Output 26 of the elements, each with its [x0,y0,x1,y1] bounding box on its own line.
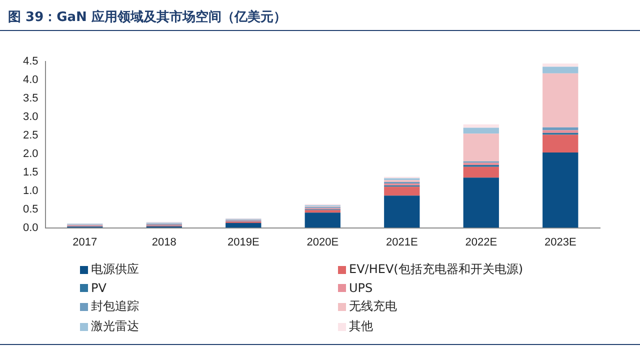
x-tick-label: 2017 [72,236,98,248]
y-tick-label: 3.5 [22,92,38,105]
y-tick-label: 0.0 [22,222,38,234]
legend-label: 无线充电 [349,298,397,315]
chart-title: 图 39：GaN 应用领域及其市场空间（亿美元） [8,8,286,26]
legend-label: UPS [349,281,373,295]
x-tick-label: 2020E [306,236,339,248]
y-tick-label: 4.5 [22,56,38,68]
legend-label: 封包追踪 [91,298,139,315]
x-tick-label: 2022E [465,236,498,248]
legend-label: PV [91,281,106,295]
y-tick-label: 1.5 [22,166,38,178]
legend-label: 激光雷达 [91,318,139,335]
y-tick-label: 3.0 [22,111,38,124]
x-tick-label: 2023E [544,236,576,248]
x-tick-label: 2019E [227,236,260,248]
y-tick-label: 2.0 [22,148,38,160]
y-tick-label: 2.5 [22,130,38,142]
legend-label: 其他 [349,318,373,335]
legend-label: 电源供应 [91,261,139,278]
y-tick-label: 1.0 [22,184,38,197]
x-tick-label: 2018 [152,236,176,248]
y-tick-label: 0.5 [22,203,38,216]
legend-label: EV/HEV(包括充电器和开关电源) [349,261,524,278]
x-tick-label: 2021E [386,236,418,248]
y-tick-label: 4.0 [22,74,38,86]
